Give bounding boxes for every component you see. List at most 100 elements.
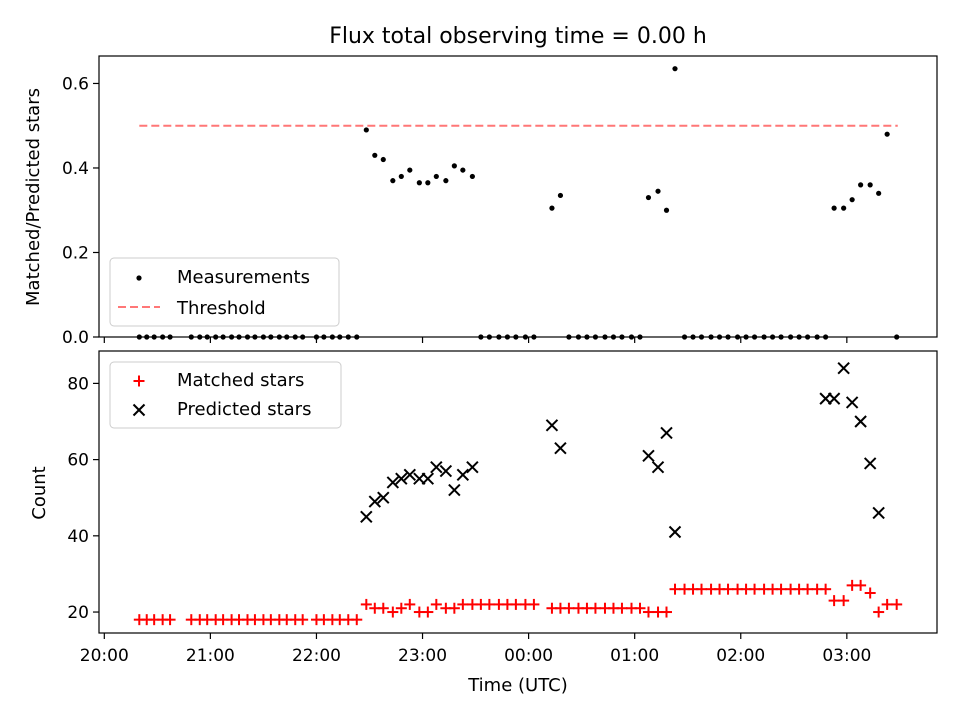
matched-star-point [448, 602, 460, 614]
top-legend-box [109, 257, 340, 327]
x-tick-label: 20:00 [80, 646, 129, 666]
bottom-y-axis-label: Count [29, 466, 50, 519]
measurement-point [398, 173, 404, 180]
measurement-point [451, 163, 457, 169]
matched-star-point [864, 587, 876, 599]
top-panel-frame [98, 55, 938, 338]
top-y-tick-label: 0.4 [62, 159, 89, 179]
bottom-y-tick-label: 40 [67, 527, 89, 547]
matched-star-point [510, 598, 522, 610]
measurement-point [425, 180, 431, 186]
predicted-star-point [660, 426, 673, 440]
top-x-ticks [103, 337, 848, 343]
predicted-star-point [854, 415, 867, 428]
predicted-star-point [837, 361, 850, 375]
measurement-point [655, 188, 661, 194]
bottom-legend: Matched stars Predicted stars [109, 361, 342, 429]
measurement-point [549, 205, 555, 211]
measurement-point [416, 180, 422, 186]
legend-x-mark [132, 403, 146, 417]
matched-star-point [873, 606, 885, 618]
matched-star-point [404, 598, 416, 610]
matched-star-point [669, 583, 681, 595]
measurement-point [841, 205, 847, 211]
measurement-point [460, 167, 466, 173]
bottom-panel: 20 40 60 80 20:00 21:00 22:00 23:00 00:00 01:00 0… [29, 350, 938, 696]
matched-star-point [164, 614, 176, 626]
measurement-point [557, 192, 564, 199]
bottom-x-axis: 20:00 21:00 22:00 23:00 00:00 01:00 02:00 03:00 [80, 633, 871, 666]
matched-star-point [616, 602, 628, 614]
matched-star-point [838, 595, 850, 607]
matched-star-point [802, 583, 814, 595]
x-tick-label: 23:00 [398, 646, 447, 666]
measurement-point [858, 182, 864, 188]
measurement-point [849, 197, 855, 203]
measurement-point [645, 194, 652, 201]
bottom-y-tick-label: 60 [67, 451, 89, 471]
matched-star-point [722, 583, 734, 595]
measurement-point [407, 167, 413, 173]
bottom-y-tick-label: 20 [67, 603, 89, 623]
chart-title: Flux total observing time = 0.00 h [329, 24, 707, 49]
predicted-star-point [386, 476, 400, 489]
matched-star-point [377, 602, 389, 614]
predicted-star-point [872, 506, 885, 520]
top-legend: Measurements Threshold [109, 257, 340, 327]
legend-plus-mark [133, 375, 145, 387]
matched-star-point [661, 606, 673, 618]
predicted-star-point [377, 491, 390, 504]
bottom-y-tick-label: 80 [67, 374, 89, 394]
measurement-point [876, 190, 882, 196]
measurement-point [663, 207, 670, 213]
predicted-star-point [421, 472, 435, 485]
predicted-star-point [554, 441, 567, 455]
x-tick-label: 02:00 [716, 646, 765, 666]
predicted-star-point [642, 449, 655, 463]
measurement-point [867, 182, 873, 188]
legend-matched-label: Matched stars [177, 370, 304, 391]
measurement-point [372, 152, 378, 158]
measurement-point [884, 131, 890, 137]
matched-star-point [589, 602, 601, 614]
top-y-tick-label: 0.2 [62, 243, 89, 263]
legend-matched-marker [133, 375, 145, 387]
matched-star-point [563, 602, 575, 614]
predicted-star-point [439, 464, 453, 478]
measurement-point [363, 127, 369, 133]
predicted-star-point [845, 396, 859, 409]
matched-star-point [422, 606, 434, 618]
top-panel: 0.0 0.2 0.4 0.6 Matched/Predicted stars Mea… [23, 55, 938, 348]
measurement-point [433, 173, 439, 180]
predicted-star-point [360, 510, 373, 523]
bottom-plot-marks [133, 361, 903, 626]
predicted-star-point [668, 525, 682, 539]
matched-star-point [696, 583, 708, 595]
legend-predicted-label: Predicted stars [177, 399, 311, 420]
x-tick-label: 01:00 [610, 646, 659, 666]
x-tick-label: 00:00 [504, 646, 553, 666]
matched-star-point [634, 602, 646, 614]
predicted-star-point [456, 468, 470, 482]
matched-star-point [749, 583, 761, 595]
predicted-star-point [430, 461, 443, 474]
predicted-star-point [368, 495, 382, 508]
top-y-axis: 0.0 0.2 0.4 0.6 [62, 74, 99, 348]
predicted-star-point [395, 472, 408, 485]
matched-star-point [430, 598, 442, 610]
matched-star-point [457, 598, 469, 610]
measurement-point [443, 178, 449, 184]
matched-star-point [297, 614, 309, 626]
predicted-star-point [466, 461, 479, 474]
matched-star-point [828, 595, 840, 607]
legend-measurements-label: Measurements [177, 267, 310, 288]
measurement-point [831, 205, 837, 211]
top-y-tick-label: 0.0 [62, 328, 89, 348]
predicted-star-point [863, 457, 877, 470]
x-tick-label: 03:00 [822, 646, 871, 666]
matched-star-point [360, 598, 372, 610]
matched-star-point [395, 602, 407, 614]
x-axis-label: Time (UTC) [467, 675, 568, 696]
